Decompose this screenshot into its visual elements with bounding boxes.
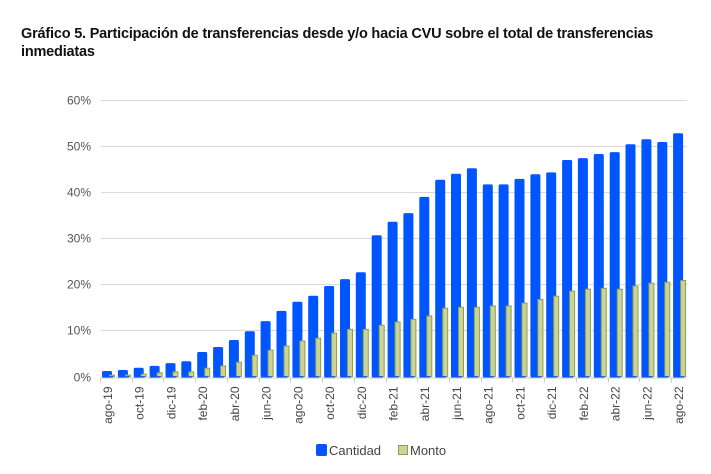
bar-monto-dic-20 [362,328,369,377]
x-tick-label: ago-21 [482,386,496,424]
bar-monto-may-22 [632,285,639,377]
bar-monto-dic-19 [172,371,179,377]
y-tick-label: 60% [67,94,91,108]
bar-monto-may-21 [442,307,449,378]
bar-monto-may-20 [251,354,258,377]
bar-monto-dic-21 [553,295,560,378]
y-tick-label: 30% [67,232,91,246]
y-tick-label: 10% [67,324,91,338]
y-tick-label: 40% [67,186,91,200]
x-tick-label: dic-20 [355,386,369,419]
bar-monto-nov-20 [347,328,353,377]
bar-monto-oct-20 [331,332,338,378]
legend-label-monto: Monto [410,443,446,458]
x-tick-label: ago-19 [101,386,115,424]
bar-monto-oct-19 [140,373,147,378]
y-tick-label: 20% [67,278,91,292]
legend: Cantidad Monto [316,443,446,458]
bar-monto-feb-22 [584,288,591,378]
x-tick-label: ago-20 [291,386,305,424]
x-tick-label: jun-21 [450,386,464,421]
bar-monto-ago-22 [680,280,687,377]
bars [102,133,687,378]
x-tick-label: abr-22 [609,386,623,421]
bar-monto-jul-20 [283,345,290,377]
bar-monto-abr-22 [616,288,623,378]
bar-monto-ene-21 [378,324,385,377]
x-tick-label: oct-20 [323,386,337,420]
bar-monto-jun-20 [267,349,274,378]
y-tick-label: 50% [67,140,91,154]
x-tick-label: jun-22 [640,386,654,421]
x-tick-label: dic-19 [164,386,178,419]
bar-monto-oct-21 [521,302,528,378]
bar-monto-jul-21 [473,306,480,378]
x-tick-label: abr-21 [418,386,432,421]
x-tick-label: dic-21 [545,386,559,419]
bar-monto-sep-21 [505,305,512,377]
x-tick-label: feb-21 [387,386,401,420]
x-tick-label: abr-20 [228,386,242,421]
bar-monto-ago-21 [489,305,496,377]
bar-monto-feb-21 [394,321,401,377]
bar-monto-feb-20 [204,367,211,378]
x-tick-label: jun-20 [260,386,274,421]
x-tick-label: feb-20 [196,386,210,420]
bar-monto-mar-21 [410,318,417,377]
bar-monto-nov-19 [156,372,163,377]
bar-monto-ene-20 [188,371,195,377]
bar-monto-sep-20 [315,337,322,378]
bar-monto-jun-21 [458,306,464,378]
bar-monto-nov-21 [537,298,544,377]
y-tick-label: 0% [74,371,92,385]
y-axis-ticks: 0% 10% 20% 30% 40% 50% 60% [67,94,91,385]
bar-monto-abr-20 [235,361,242,378]
chart-title: Gráfico 5. Participación de transferenci… [21,26,654,60]
bar-monto-mar-22 [600,287,607,377]
legend-swatch-cantidad [316,444,327,456]
legend-swatch-monto [398,445,408,455]
x-axis: ago-19 oct-19 dic-19 feb-20 abr-20 jun-20 ago-… [100,377,687,424]
x-tick-label: oct-21 [513,386,527,420]
bar-monto-jul-22 [664,281,671,377]
x-tick-label: feb-22 [577,386,591,420]
bar-monto-jun-22 [648,282,655,378]
bar-monto-mar-20 [220,365,227,377]
legend-label-cantidad: Cantidad [329,443,381,458]
x-tick-label: oct-19 [133,386,147,420]
x-tick-label: ago-22 [672,386,686,424]
bar-monto-abr-21 [426,315,433,377]
bar-monto-ene-22 [569,290,576,378]
bar-monto-ago-20 [299,340,306,377]
